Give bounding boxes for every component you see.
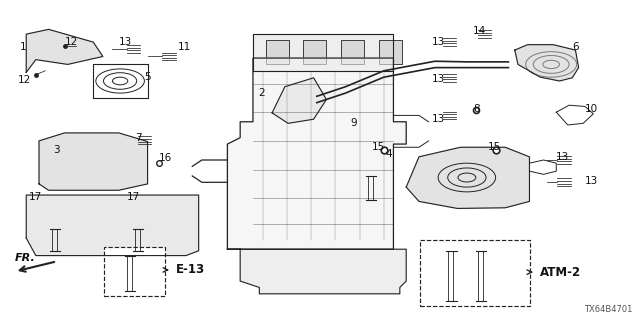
Text: 15: 15 (372, 142, 385, 152)
Text: 13: 13 (431, 114, 445, 124)
Text: 9: 9 (351, 118, 357, 128)
Text: 11: 11 (178, 42, 191, 52)
Text: 6: 6 (572, 42, 579, 52)
Polygon shape (253, 34, 394, 71)
Text: 12: 12 (64, 37, 77, 47)
Polygon shape (515, 45, 579, 81)
FancyBboxPatch shape (420, 240, 530, 306)
Bar (379, 40, 402, 64)
Polygon shape (406, 147, 529, 208)
FancyBboxPatch shape (104, 247, 165, 296)
Polygon shape (26, 195, 198, 256)
Text: E-13: E-13 (176, 263, 205, 276)
Text: 8: 8 (473, 104, 480, 114)
Text: 17: 17 (127, 192, 140, 202)
Bar (303, 40, 326, 64)
Text: 13: 13 (118, 37, 132, 47)
Text: 4: 4 (386, 148, 392, 159)
Text: TX64B4701: TX64B4701 (584, 305, 633, 314)
Text: 14: 14 (473, 26, 486, 36)
Polygon shape (272, 78, 326, 123)
Text: 1: 1 (20, 42, 26, 52)
Polygon shape (39, 133, 148, 190)
Text: 16: 16 (159, 153, 172, 164)
Text: 13: 13 (556, 152, 570, 162)
Text: 13: 13 (431, 37, 445, 47)
Bar (341, 40, 364, 64)
Text: 3: 3 (54, 146, 60, 156)
Text: ATM-2: ATM-2 (540, 266, 582, 279)
Text: 15: 15 (488, 142, 501, 152)
Text: 7: 7 (134, 133, 141, 143)
Text: 13: 13 (431, 74, 445, 84)
Polygon shape (227, 249, 406, 294)
Polygon shape (227, 58, 406, 249)
Text: 5: 5 (144, 72, 151, 82)
Polygon shape (26, 29, 103, 72)
Text: FR.: FR. (15, 252, 35, 263)
Text: 13: 13 (585, 176, 598, 186)
Text: 2: 2 (258, 88, 264, 98)
Bar (266, 40, 289, 64)
Text: 10: 10 (585, 104, 598, 114)
Text: 12: 12 (18, 75, 31, 85)
Text: 17: 17 (29, 192, 42, 202)
